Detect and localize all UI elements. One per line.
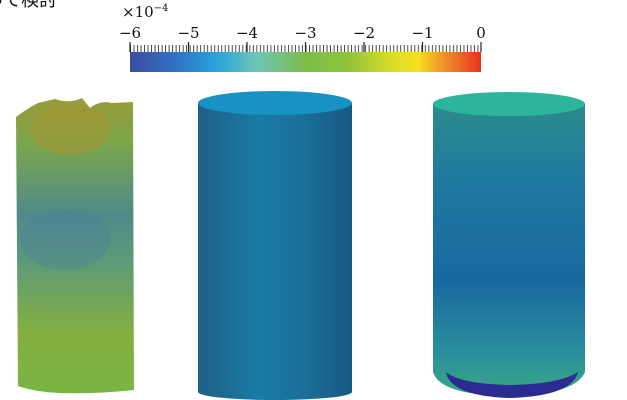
colorbar	[130, 52, 481, 72]
exponent: −4	[154, 3, 169, 14]
colorbar-multiplier: ×10−4	[122, 3, 168, 21]
colorbar-tick-label: −4	[236, 24, 258, 42]
colorbar-tick-label: −1	[411, 24, 433, 42]
colorbar-tick-label: 0	[476, 24, 486, 42]
colorbar-tick-label: −2	[353, 24, 375, 42]
coldspot	[20, 210, 110, 270]
figure: って検討 ×10−4 −6−5−4−3−2−10	[0, 0, 627, 400]
cylinder-right-top	[433, 92, 585, 116]
hotspot	[30, 105, 110, 155]
figure-svg: って検討 ×10−4 −6−5−4−3−2−10	[0, 0, 627, 400]
colorbar-tick-label: −6	[119, 24, 141, 42]
cylinder-middle	[198, 103, 352, 400]
caption-fragment: って検討	[0, 0, 57, 11]
multiplier: ×10	[122, 3, 154, 21]
colorbar-tick-label: −5	[177, 24, 199, 42]
cylinder-middle-top	[198, 91, 352, 115]
cylinder-right	[433, 104, 585, 396]
colorbar-tick-label: −3	[294, 24, 316, 42]
